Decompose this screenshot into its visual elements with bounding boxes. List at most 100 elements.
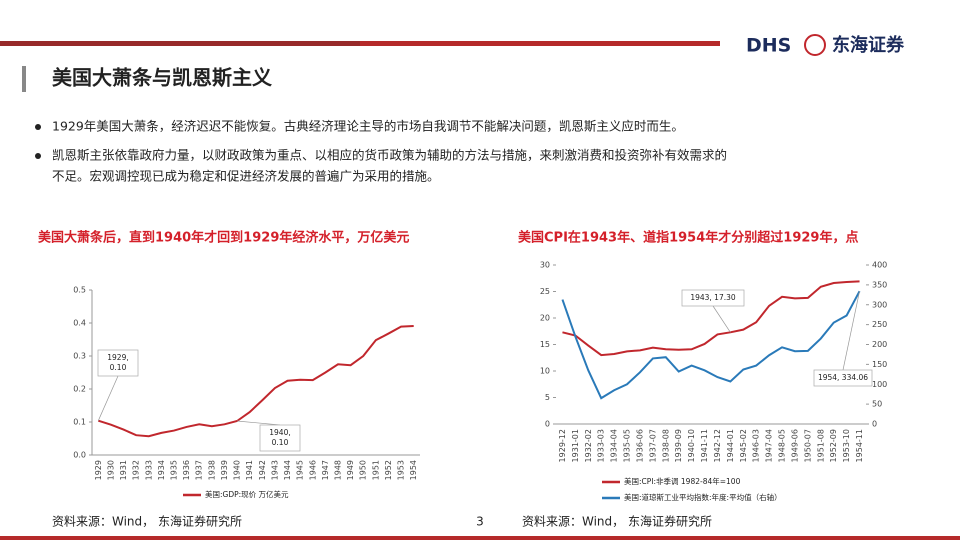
x-tick-label: 1945 bbox=[296, 460, 305, 480]
logo-icon bbox=[804, 34, 826, 56]
x-tick-label: 1952-09 bbox=[829, 429, 838, 462]
x-tick-label: 1941-11 bbox=[700, 429, 709, 462]
x-tick-label: 1948 bbox=[334, 460, 343, 480]
annotation-text: 1929, bbox=[107, 353, 128, 362]
annotation-leader bbox=[97, 375, 119, 421]
x-tick-label: 1933-03 bbox=[597, 429, 606, 462]
x-tick-label: 1929 bbox=[94, 460, 103, 480]
x-tick-label: 1953-10 bbox=[842, 429, 851, 462]
x-tick-label: 1937 bbox=[195, 460, 204, 480]
y-tick-label: 25 bbox=[540, 287, 550, 296]
x-tick-label: 1935 bbox=[170, 460, 179, 480]
x-tick-label: 1934 bbox=[157, 460, 166, 480]
x-tick-label: 1936 bbox=[182, 460, 191, 480]
x-tick-label: 1932-02 bbox=[584, 429, 593, 462]
x-tick-label: 1943 bbox=[270, 460, 279, 480]
y2-tick-label: 250 bbox=[872, 320, 887, 329]
legend-label: 美国:GDP:现价 万亿美元 bbox=[205, 489, 289, 499]
annotation-text: 1954, 334.06 bbox=[818, 373, 868, 382]
x-tick-label: 1944 bbox=[283, 460, 292, 480]
x-tick-label: 1944-01 bbox=[726, 429, 735, 462]
x-tick-label: 1941 bbox=[245, 460, 254, 480]
x-tick-label: 1947-04 bbox=[765, 429, 774, 462]
y-tick-label: 0.4 bbox=[73, 319, 86, 328]
x-tick-label: 1942 bbox=[258, 460, 267, 480]
x-tick-label: 1954 bbox=[409, 460, 418, 480]
x-tick-label: 1939 bbox=[220, 460, 229, 480]
slide-title: 美国大萧条与凯恩斯主义 bbox=[52, 66, 272, 90]
legend-label: 美国:CPI:非季调 1982-84年=100 bbox=[624, 476, 741, 486]
y2-tick-label: 300 bbox=[872, 300, 887, 309]
x-tick-label: 1953 bbox=[397, 460, 406, 480]
y2-tick-label: 0 bbox=[872, 420, 877, 429]
annotation-text: 1943, 17.30 bbox=[690, 293, 736, 302]
y-tick-label: 0.5 bbox=[73, 286, 86, 295]
legend-label: 美国:道琼斯工业平均指数:年度:平均值（右轴） bbox=[624, 492, 782, 502]
y2-tick-label: 150 bbox=[872, 360, 887, 369]
chart-title: 美国大萧条后，直到1940年才回到1929年经济水平，万亿美元 bbox=[38, 230, 409, 246]
annotation-leader bbox=[842, 291, 860, 371]
x-tick-label: 1929-12 bbox=[558, 429, 567, 462]
y-tick-label: 20 bbox=[540, 314, 550, 323]
y-tick-label: 5 bbox=[545, 393, 550, 402]
x-tick-label: 1951-08 bbox=[816, 429, 825, 462]
x-tick-label: 1940-10 bbox=[687, 429, 696, 462]
x-tick-label: 1936-06 bbox=[635, 429, 644, 462]
bullet-text: 1929年美国大萧条，经济迟迟不能恢复。古典经济理论主导的市场自我调节不能解决问… bbox=[52, 119, 684, 134]
y-tick-label: 0.0 bbox=[73, 451, 86, 460]
bullet-dot bbox=[35, 124, 41, 130]
x-tick-label: 1939-09 bbox=[674, 429, 683, 462]
x-tick-label: 1938 bbox=[207, 460, 216, 480]
y-tick-label: 30 bbox=[540, 261, 550, 270]
x-tick-label: 1937-07 bbox=[648, 429, 657, 462]
logo-brand: DHS bbox=[746, 35, 791, 57]
line-series bbox=[98, 324, 414, 438]
y-tick-label: 0 bbox=[545, 420, 550, 429]
x-tick-label: 1949-06 bbox=[790, 429, 799, 462]
annotation-text: 0.10 bbox=[272, 438, 289, 447]
y-tick-label: 0.1 bbox=[73, 418, 86, 427]
x-tick-label: 1947 bbox=[321, 460, 330, 480]
y-tick-label: 10 bbox=[540, 367, 550, 376]
y2-tick-label: 200 bbox=[872, 340, 887, 349]
chart-title: 美国CPI在1943年、道指1954年才分别超过1929年，点 bbox=[518, 230, 858, 246]
x-tick-label: 1948-05 bbox=[778, 429, 787, 462]
annotation-text: 0.10 bbox=[110, 363, 127, 372]
x-tick-label: 1945-02 bbox=[739, 429, 748, 462]
annotation-leader bbox=[712, 305, 731, 333]
bullet-text: 凯恩斯主张依靠政府力量，以财政政策为重点、以相应的货币政策为辅助的方法与措施，来… bbox=[52, 148, 727, 163]
annotation-box bbox=[813, 369, 873, 387]
x-tick-label: 1954-11 bbox=[855, 429, 864, 462]
y-tick-label: 0.2 bbox=[73, 385, 86, 394]
x-tick-label: 1951 bbox=[371, 460, 380, 480]
x-tick-label: 1942-12 bbox=[713, 429, 722, 462]
line-series bbox=[562, 280, 860, 357]
y2-tick-label: 400 bbox=[872, 261, 887, 270]
annotation-box bbox=[259, 424, 301, 452]
page-number: 3 bbox=[476, 515, 484, 529]
x-tick-label: 1933 bbox=[144, 460, 153, 480]
x-tick-label: 1946-03 bbox=[752, 429, 761, 462]
annotation-box bbox=[681, 289, 745, 307]
source: 资料来源：Wind， 东海证券研究所 bbox=[522, 514, 712, 529]
logo-name: 东海证券 bbox=[832, 34, 905, 56]
bullet-text: 不足。宏观调控现已成为稳定和促进经济发展的普遍广为采用的措施。 bbox=[52, 169, 440, 184]
annotation-text: 1940, bbox=[269, 428, 290, 437]
x-tick-label: 1946 bbox=[308, 460, 317, 480]
x-tick-label: 1930 bbox=[106, 460, 115, 480]
x-tick-label: 1949 bbox=[346, 460, 355, 480]
annotation-leader bbox=[237, 420, 281, 426]
x-tick-label: 1940 bbox=[233, 460, 242, 480]
y2-tick-label: 50 bbox=[872, 400, 882, 409]
x-tick-label: 1931 bbox=[119, 460, 128, 480]
y2-tick-label: 100 bbox=[872, 380, 887, 389]
line-series bbox=[561, 290, 861, 400]
x-tick-label: 1950-07 bbox=[803, 429, 812, 462]
x-tick-label: 1938-08 bbox=[661, 429, 670, 462]
x-tick-label: 1950 bbox=[359, 460, 368, 480]
annotation-box bbox=[97, 349, 139, 377]
x-tick-label: 1935-05 bbox=[623, 429, 632, 462]
header-bar-dark bbox=[0, 41, 360, 46]
footer-bar bbox=[0, 536, 960, 540]
